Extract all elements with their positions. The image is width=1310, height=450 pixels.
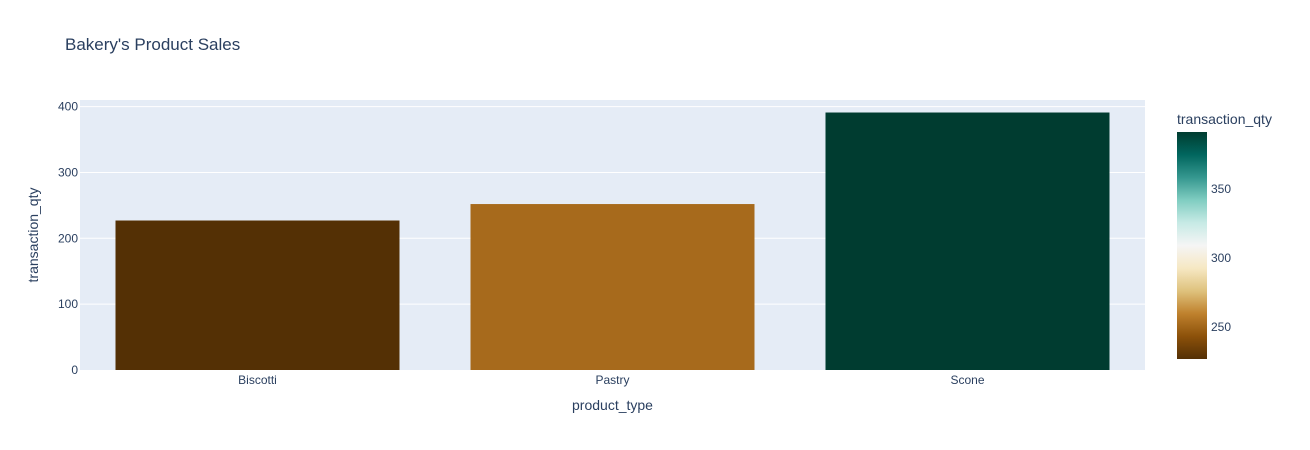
x-axis-title: product_type [572, 397, 653, 413]
x-tick-label: Biscotti [238, 373, 277, 387]
y-tick-label: 0 [71, 363, 78, 377]
y-tick-label: 300 [58, 165, 78, 179]
bars [115, 112, 1110, 370]
x-tick-label: Pastry [595, 373, 629, 387]
colorbar: transaction_qty 250 300 350 [1177, 111, 1272, 359]
y-ticks: 0 100 200 300 400 [58, 100, 78, 377]
colorbar-tick-label: 250 [1211, 320, 1231, 334]
colorbar-tick-label: 350 [1211, 182, 1231, 196]
bar-biscotti[interactable] [115, 220, 400, 370]
y-tick-label: 100 [58, 297, 78, 311]
x-ticks: Biscotti Pastry Scone [238, 373, 985, 387]
colorbar-tick-label: 300 [1211, 251, 1231, 265]
colorbar-gradient [1177, 132, 1207, 359]
y-tick-label: 200 [58, 231, 78, 245]
y-tick-label: 400 [58, 100, 78, 114]
y-axis-title: transaction_qty [25, 188, 41, 283]
bar-scone[interactable] [825, 112, 1110, 370]
x-tick-label: Scone [950, 373, 984, 387]
bar-pastry[interactable] [470, 204, 755, 370]
colorbar-ticks: 250 300 350 [1211, 182, 1231, 334]
chart-title: Bakery's Product Sales [65, 35, 240, 54]
colorbar-title: transaction_qty [1177, 111, 1272, 127]
